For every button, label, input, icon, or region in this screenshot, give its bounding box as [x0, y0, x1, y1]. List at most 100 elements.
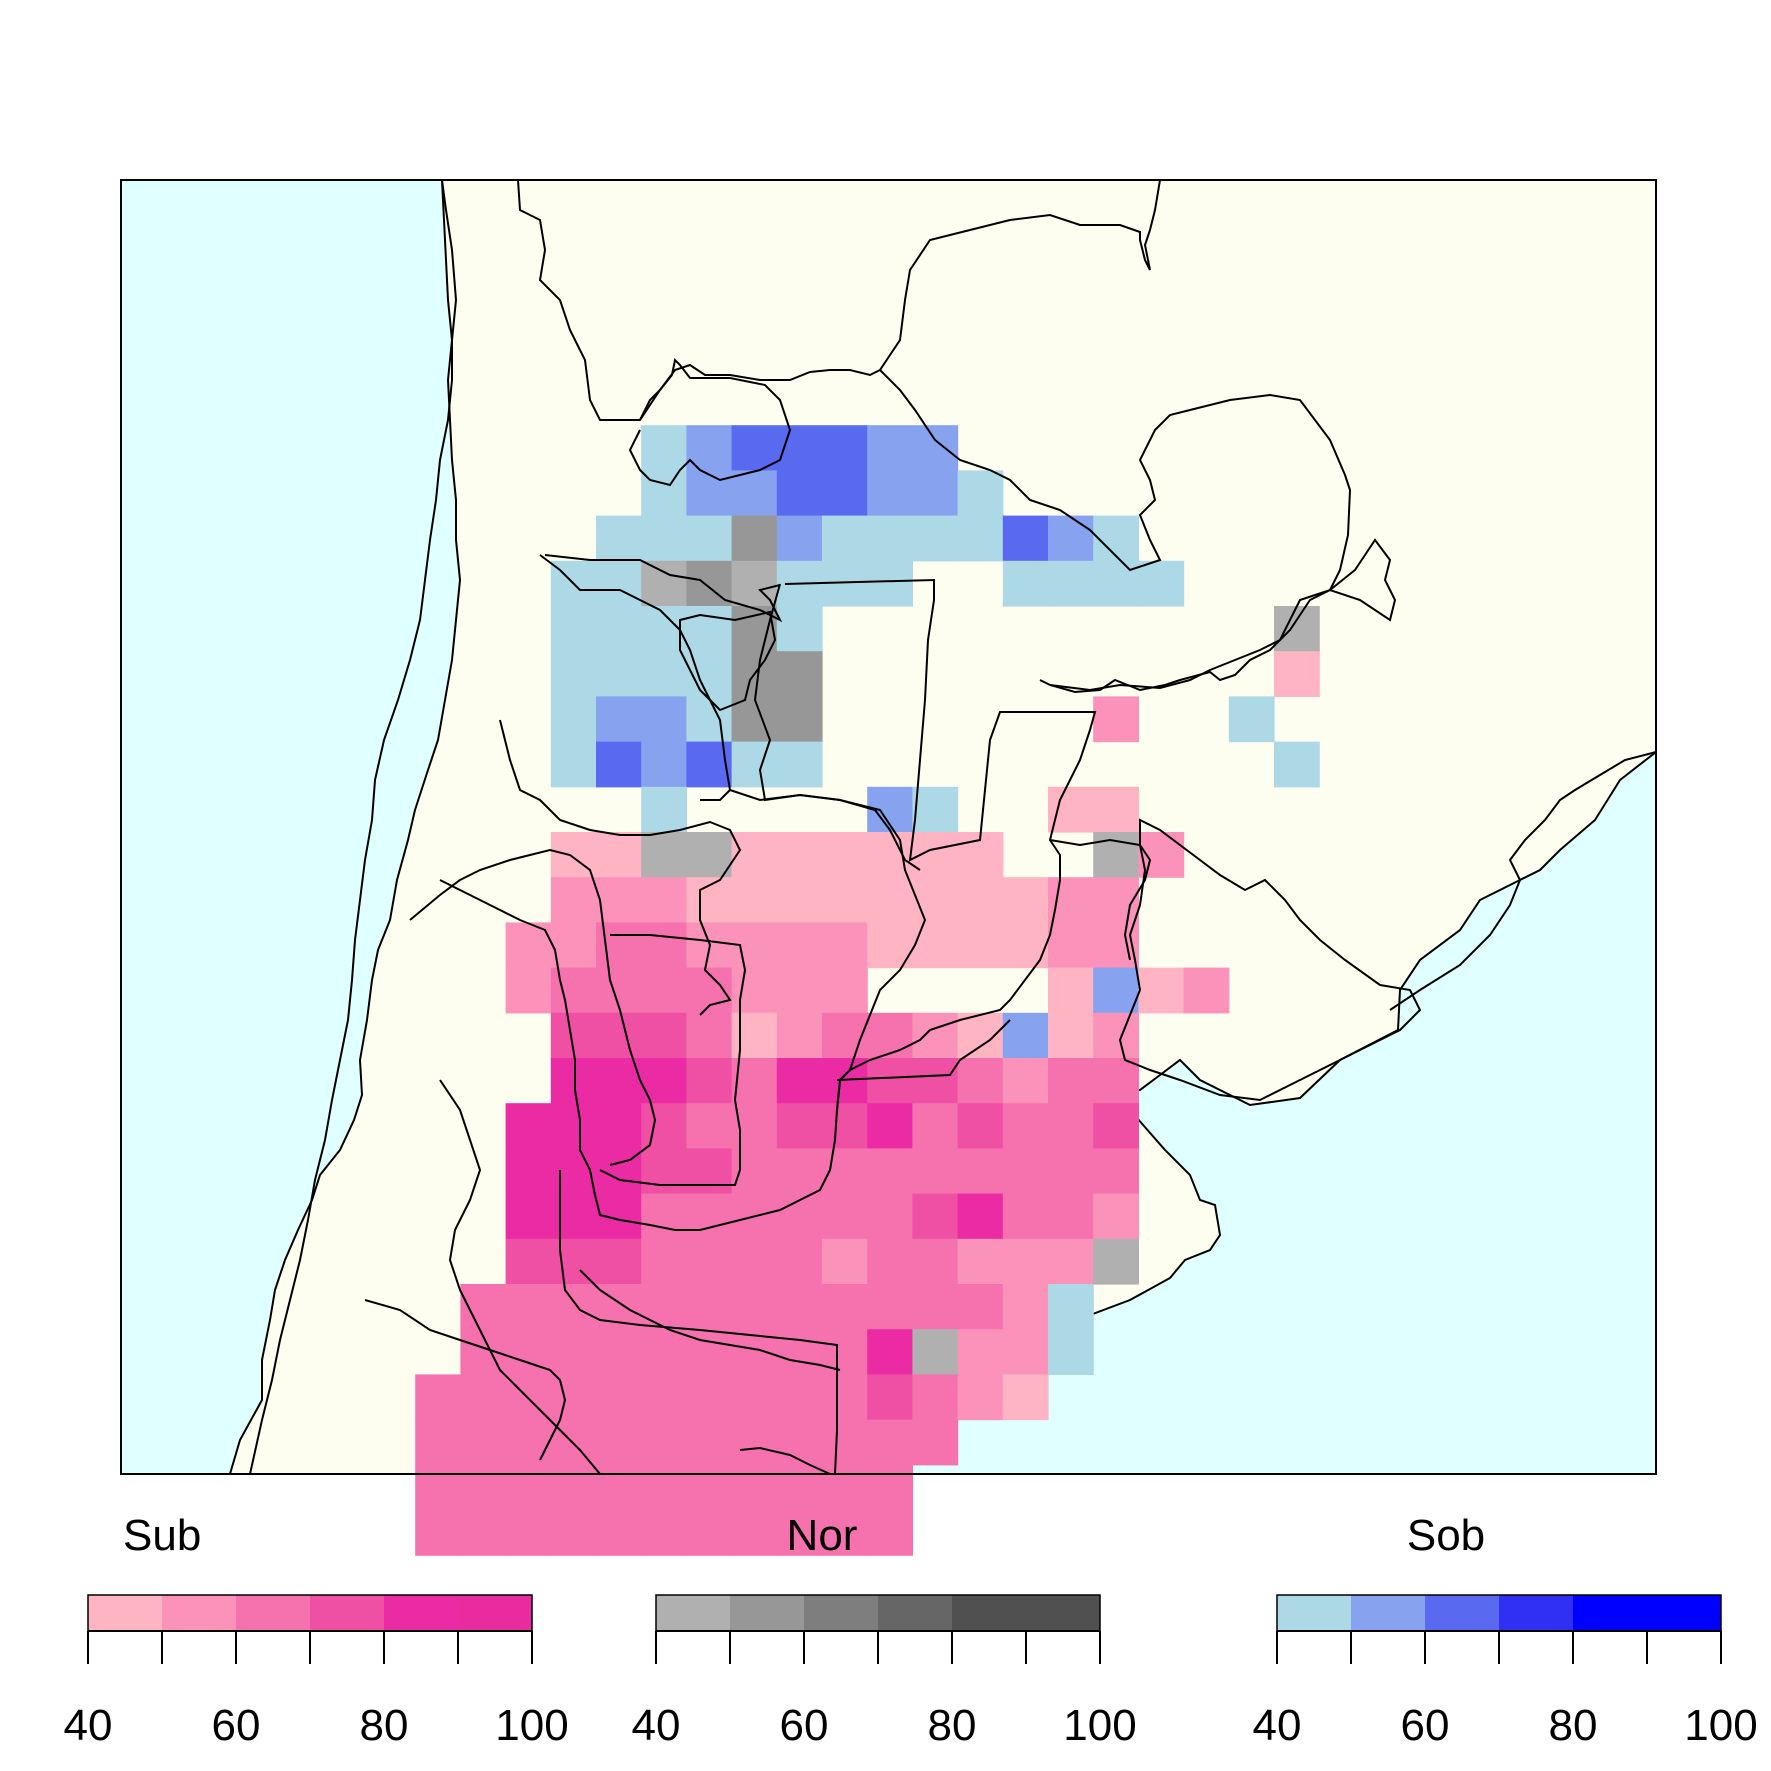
legend-swatch	[1647, 1595, 1722, 1631]
grid-cell	[641, 967, 687, 1014]
grid-cell	[731, 877, 778, 923]
grid-cell	[1048, 515, 1094, 562]
grid-cell	[912, 1148, 959, 1195]
legend-swatch	[1351, 1595, 1426, 1631]
legend-tick-label: 100	[1684, 1701, 1757, 1750]
grid-cell	[596, 1238, 642, 1285]
grid-cell	[1093, 1012, 1139, 1059]
grid-cell	[460, 1464, 507, 1511]
grid-cell	[686, 1510, 733, 1556]
grid-cell	[1093, 1058, 1139, 1104]
grid-cell	[1048, 1058, 1094, 1104]
grid-cell	[957, 1012, 1004, 1059]
grid-cell	[776, 877, 823, 923]
grid-cell	[776, 1464, 823, 1511]
grid-cell	[731, 1510, 778, 1556]
grid-cell	[460, 1510, 507, 1556]
grid-cell	[596, 1510, 642, 1556]
grid-cell	[596, 606, 642, 652]
grid-cell	[686, 651, 733, 697]
grid-cell	[1093, 1148, 1139, 1195]
grid-cell	[505, 1419, 552, 1466]
grid-cell	[867, 560, 913, 607]
grid-cell	[550, 922, 597, 969]
grid-cell	[505, 1238, 552, 1285]
grid-cell	[1228, 696, 1275, 743]
grid-cell	[1002, 1058, 1049, 1104]
grid-cell	[1002, 1103, 1049, 1149]
grid-cell	[731, 1374, 778, 1421]
buenos-aires-border	[836, 1019, 1011, 1081]
grid-cell	[1048, 1238, 1094, 1285]
grid-cell	[686, 606, 733, 652]
legend-sob-title: Sob	[1407, 1511, 1485, 1560]
grid-cell	[415, 1374, 461, 1421]
grid-cell	[957, 877, 1004, 923]
legend-swatch	[88, 1595, 163, 1631]
grid-cell	[415, 1510, 461, 1556]
grid-cell	[1274, 651, 1320, 697]
grid-cell	[957, 1193, 1004, 1240]
grid-cell	[912, 1238, 959, 1285]
grid-cell	[460, 1419, 507, 1466]
grid-cell	[641, 1193, 687, 1240]
grid-cell	[957, 515, 1004, 562]
grid-cell	[505, 1103, 552, 1149]
grid-cell	[1002, 1284, 1049, 1330]
grid-cell	[731, 1464, 778, 1511]
legend-tick-label: 60	[212, 1701, 261, 1750]
legend-tick-label: 100	[1063, 1701, 1136, 1750]
grid-cell	[641, 696, 687, 743]
grid-cell	[957, 470, 1004, 517]
legend-tick-label: 40	[632, 1701, 681, 1750]
grid-cell	[550, 741, 597, 788]
grid-cell	[596, 696, 642, 743]
legend-swatch	[804, 1595, 879, 1631]
grid-cell	[867, 1012, 913, 1059]
grid-cell	[1093, 1193, 1139, 1240]
grid-cell	[867, 515, 913, 562]
grid-cell	[686, 1419, 733, 1466]
legend-tick-label: 60	[780, 1701, 829, 1750]
grid-cell	[776, 1012, 823, 1059]
legend-swatch	[310, 1595, 385, 1631]
grid-cell	[776, 1148, 823, 1195]
grid-cell	[822, 1510, 868, 1556]
grid-cell	[822, 470, 868, 517]
grid-cell	[957, 1329, 1004, 1375]
grid-cell	[1048, 967, 1094, 1014]
grid-cell	[1002, 1238, 1049, 1285]
grid-cell	[776, 1329, 823, 1375]
grid-cell	[867, 1510, 913, 1556]
tucuman-border	[679, 610, 777, 712]
grid-cell	[912, 1374, 959, 1421]
grid-cell	[1093, 515, 1139, 562]
grid-cell	[550, 1103, 597, 1149]
map-frame	[120, 179, 1657, 1475]
legend-swatch	[236, 1595, 311, 1631]
grid-cell	[957, 1148, 1004, 1195]
grid-cell	[460, 1374, 507, 1421]
rio-negro-border	[579, 1269, 841, 1371]
legend-swatch	[730, 1595, 805, 1631]
paraguay-border	[879, 369, 1352, 694]
grid-cell	[957, 1238, 1004, 1285]
grid-cell	[1002, 1193, 1049, 1240]
grid-cell	[867, 1419, 913, 1466]
grid-cell	[867, 1464, 913, 1511]
grid-cell	[641, 425, 687, 471]
grid-cell	[957, 1374, 1004, 1421]
grid-cell	[776, 1419, 823, 1466]
grid-cell	[822, 1419, 868, 1466]
grid-cell	[1093, 877, 1139, 923]
grid-cell	[596, 1012, 642, 1059]
grid-cell	[596, 515, 642, 562]
grid-cell	[822, 1103, 868, 1149]
grid-cell	[912, 1012, 959, 1059]
grid-cell	[731, 1012, 778, 1059]
grid-cell	[822, 967, 868, 1014]
grid-cell	[776, 606, 823, 652]
misiones-border	[1049, 538, 1397, 692]
grid-cell	[822, 1193, 868, 1240]
san-luis-border	[599, 934, 747, 1186]
